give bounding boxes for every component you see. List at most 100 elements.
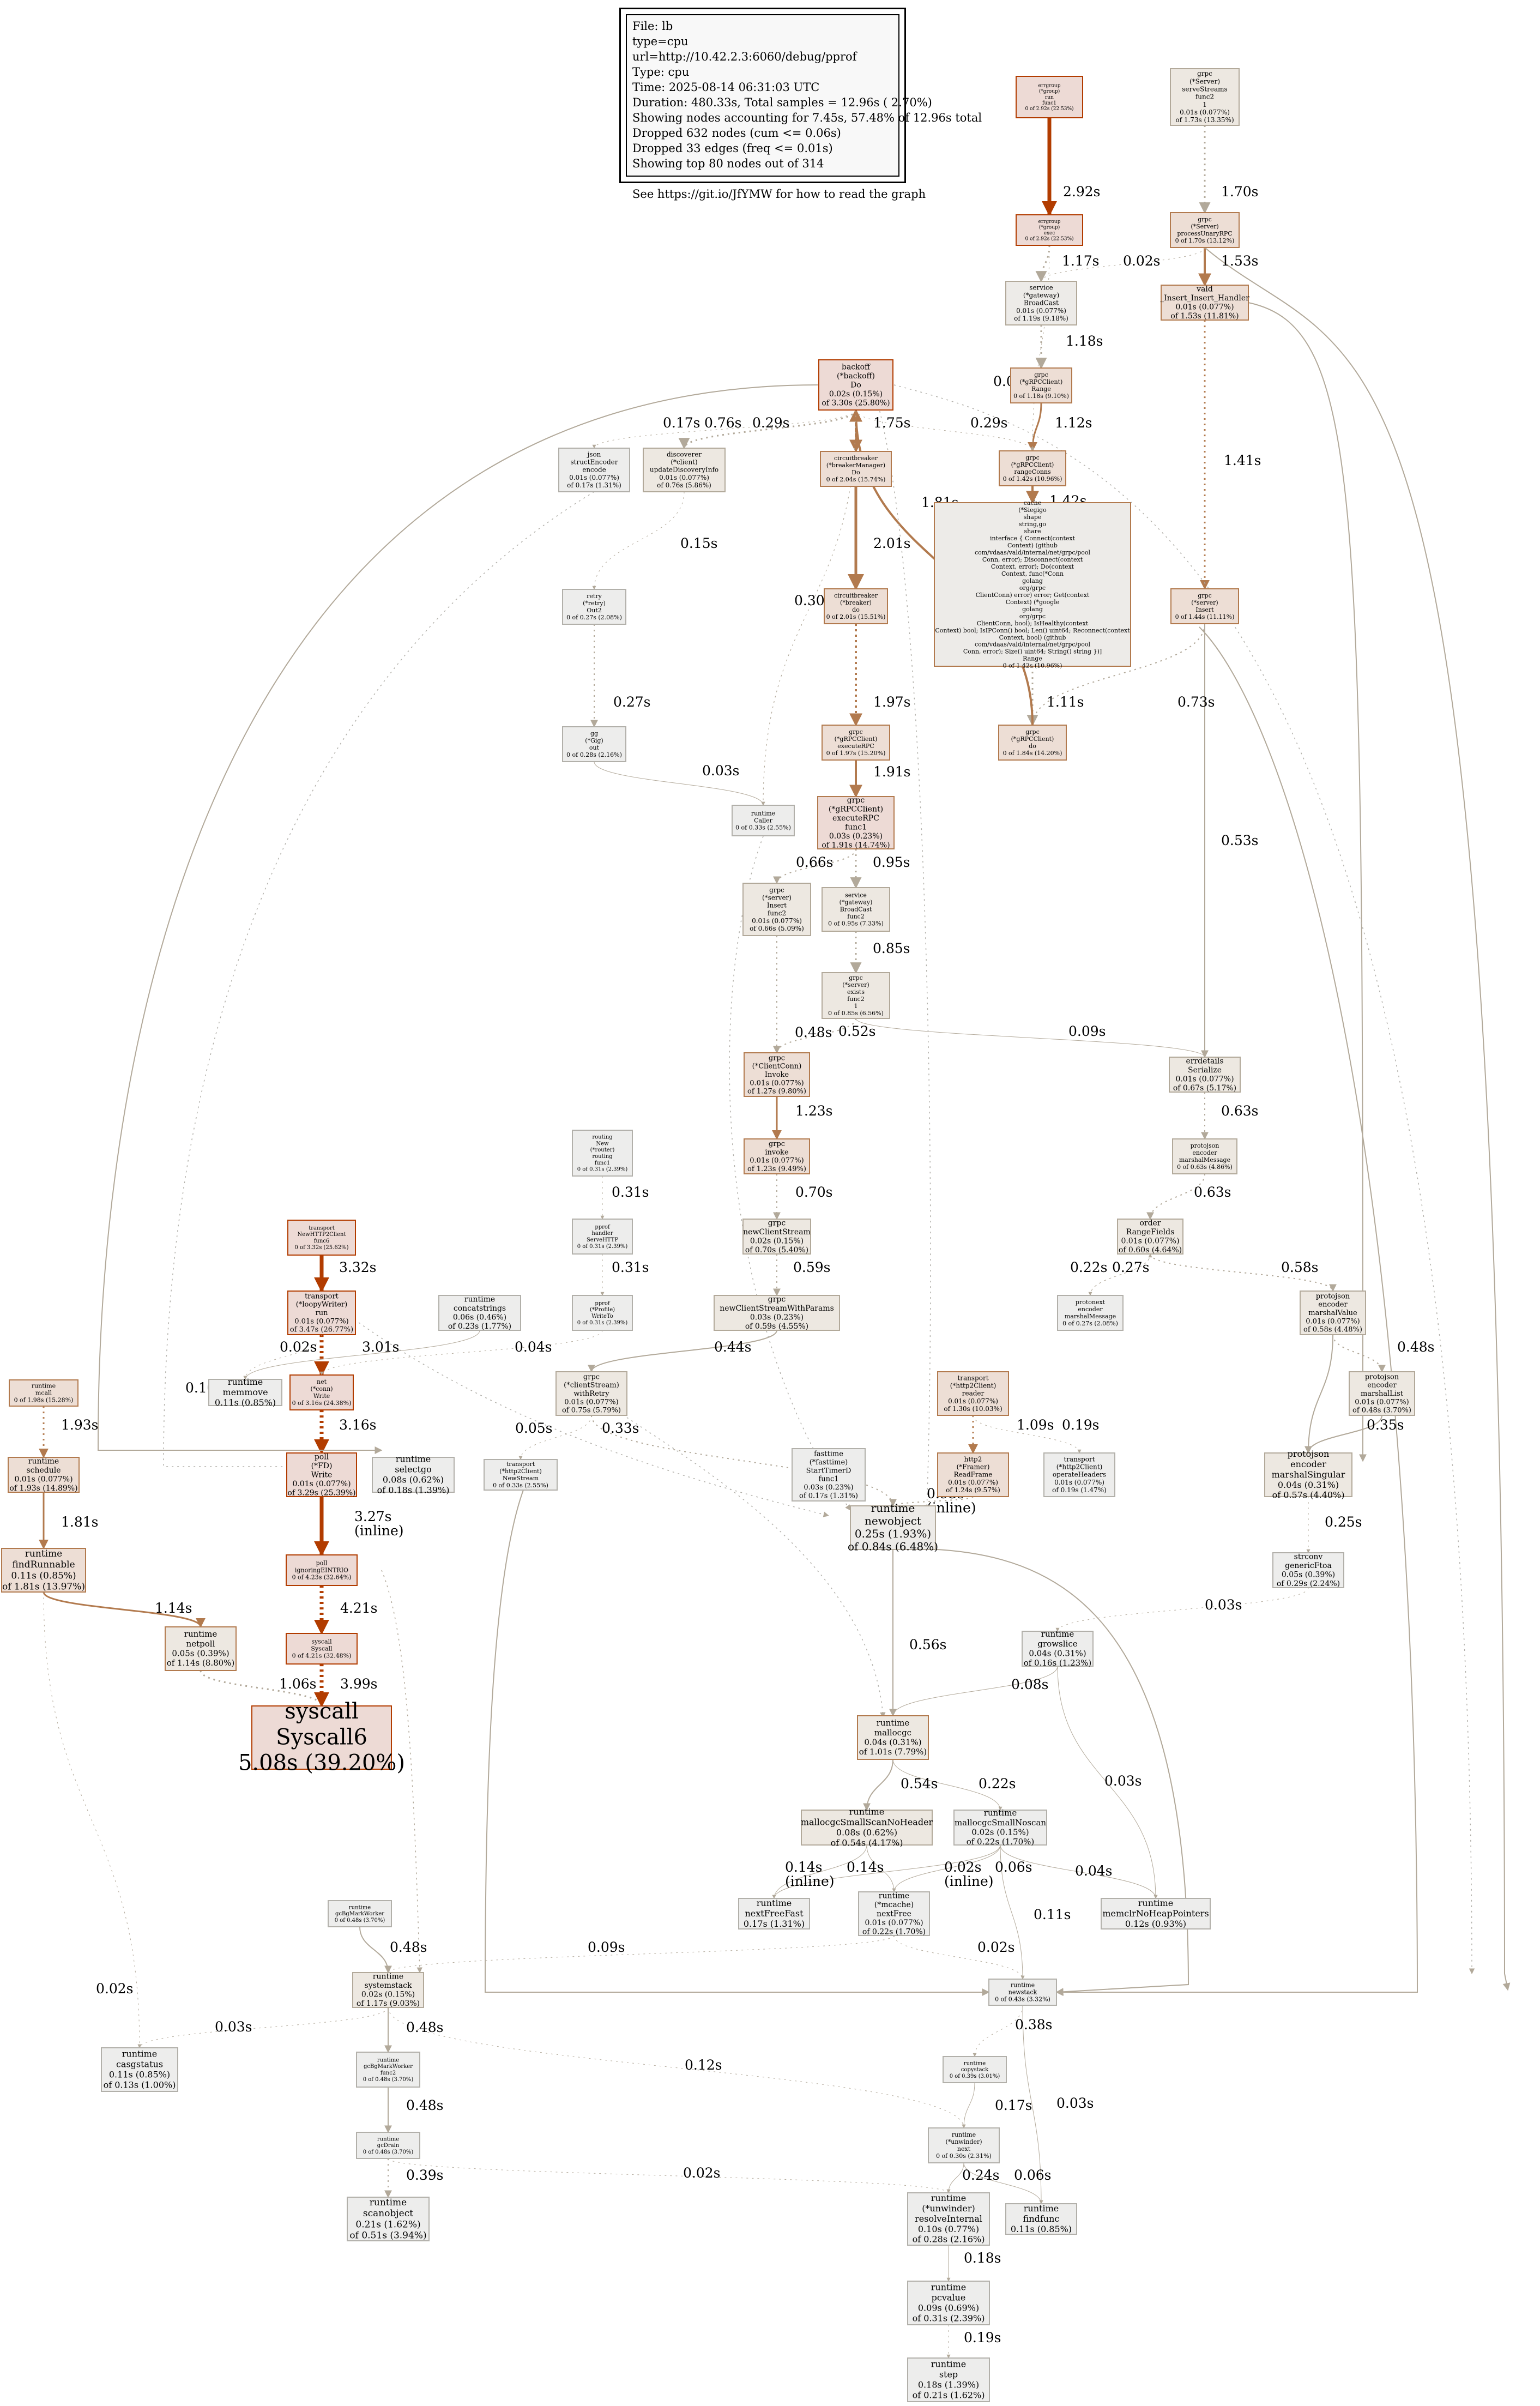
node-runtime-mallocgc[interactable]: runtime mallocgc 0.04s (0.31%) of 1.01s (7.… <box>857 1715 929 1760</box>
node-runtime-systemstack[interactable]: runtime systemstack 0.02s (0.15%) of 1.17s … <box>352 1972 424 2009</box>
node-grpc-insert-func2[interactable]: grpc (*server) Insert func2 0.01s (0.077%) of… <box>742 883 811 936</box>
node-transport-newHTTP2Client[interactable]: transport NewHTTP2Client func6 0 of 3.32s (… <box>287 1220 356 1256</box>
node-retry-out[interactable]: retry (*retry) Out2 0 of 0.27s (2.08%) <box>562 589 626 625</box>
node-box <box>907 2357 990 2402</box>
node-protojson-marshalValue[interactable]: protojson encoder marshalValue 0.01s (0.077… <box>1300 1291 1366 1335</box>
node-runtime-mallocgcSmallNoscan[interactable]: runtime mallocgcSmallNoscan 0.02s (0.15%) o… <box>953 1808 1047 1847</box>
node-order-rangeFields[interactable]: order RangeFields 0.01s (0.077%) of 0.60s (… <box>1117 1219 1183 1255</box>
node-runtime-netpoll[interactable]: runtime netpoll 0.05s (0.39%) of 1.14s (8.8… <box>165 1626 237 1671</box>
node-grpc-executeRPC-func1[interactable]: grpc (*gRPCClient) executeRPC func1 0.03s (0… <box>817 796 895 850</box>
node-cache-block[interactable]: cache (*Siegigo shape string,go share interfa… <box>934 499 1131 670</box>
node-grpc-server-insert[interactable]: grpc (*server) Insert 0 of 1.44s (11.11%) <box>1170 588 1239 624</box>
edge-label: 0.12s <box>685 2057 722 2073</box>
node-runtime-caller[interactable]: runtime Caller 0 of 0.33s (2.55%) <box>732 805 795 836</box>
node-runtime-pcvalue[interactable]: runtime pcvalue 0.09s (0.69%) of 0.31s (2.3… <box>907 2281 990 2325</box>
node-grpc-newClientStream[interactable]: grpc newClientStream 0.02s (0.15%) of 0.70s… <box>742 1219 811 1255</box>
node-runtime-gcBgMarkWorker-func2[interactable]: runtime gcBgMarkWorker func2 0 of 0.48s (3.… <box>356 2052 420 2088</box>
edge-label: 2.92s <box>1063 184 1101 200</box>
node-runtime-mcache-nextFree[interactable]: runtime (*mcache) nextFree 0.01s (0.077%) of… <box>858 1891 930 1936</box>
node-grpc-processUnaryRPC[interactable]: grpc (*Server) processUnaryRPC 0 of 1.70s (… <box>1170 212 1240 248</box>
node-box <box>1005 2203 1077 2235</box>
node-runtime-nextFreeFast[interactable]: runtime nextFreeFast 0.17s (1.31%) <box>738 1898 810 1929</box>
node-transport-operateHeaders[interactable]: transport (*http2Client) operateHeaders 0.0… <box>1043 1452 1115 1497</box>
node-errgroup-func1[interactable]: errgroup (*group) run func1 0 of 2.92s (22.5… <box>1016 76 1083 118</box>
node-poll-ignoringEINTRIO[interactable]: poll ignoringEINTRIO 0 of 4.23s (32.64%) <box>286 1554 358 1586</box>
edge-grpc_range-to-grpc_rangeConns <box>1028 402 1042 452</box>
node-routing-new[interactable]: routing New (*router) routing func1 0 of 0.31… <box>572 1130 633 1177</box>
node-runtime-memmove[interactable]: runtime memmove 0.11s (0.85%) <box>208 1377 282 1408</box>
node-grpc-serveStreams[interactable]: grpc (*Server) serveStreams func2 1 0.01s (0.… <box>1170 68 1240 126</box>
node-grpc-range[interactable]: grpc (*gRPCClient) Range 0 of 1.18s (9.10%) <box>1010 367 1072 403</box>
node-runtime-gcDrain[interactable]: runtime gcDrain 0 of 0.48s (3.70%) <box>356 2132 420 2159</box>
node-runtime-findRunnable[interactable]: runtime findRunnable 0.11s (0.85%) of 1.81s… <box>1 1548 86 1593</box>
node-backoff-do[interactable]: backoff (*backoff) Do 0.02s (0.15%) of 3.30s… <box>818 359 893 411</box>
node-runtime-gcBgMarkWorker[interactable]: runtime gcBgMarkWorker 0 of 0.48s (3.70%) <box>328 1900 392 1927</box>
edge-label: 0.53s <box>1221 833 1259 848</box>
node-protonext-marshal[interactable]: protonext encoder marshalMessage 0 of 0.27s… <box>1057 1295 1124 1331</box>
node-discoverer[interactable]: discoverer (*client) updateDiscoveryInfo 0.… <box>643 448 726 492</box>
node-runtime-selectgo[interactable]: runtime selectgo 0.08s (0.62%) of 0.18s (1.… <box>372 1454 455 1496</box>
node-transport-http2client-reader[interactable]: transport (*http2Client) reader 0.01s (0.07… <box>937 1371 1009 1416</box>
node-grpc-invoke-cc[interactable]: grpc (*ClientConn) Invoke 0.01s (0.077%) of … <box>744 1052 810 1097</box>
node-syscall-read[interactable]: syscall Syscall 0 of 4.21s (32.48%) <box>286 1633 358 1665</box>
node-runtime-casgstatus[interactable]: runtime casgstatus 0.11s (0.85%) of 0.13s (… <box>101 2047 178 2092</box>
node-errdetails-serialize[interactable]: errdetails Serialize 0.01s (0.077%) of 0.67… <box>1169 1057 1241 1093</box>
edge-routed <box>163 491 595 1470</box>
node-runtime-newstack[interactable]: runtime newstack 0 of 0.43s (3.32%) <box>988 1979 1057 2006</box>
node-grpc-server-exists[interactable]: grpc (*server) exists func2 1 0 of 0.85s (6.5… <box>822 972 890 1019</box>
node-protojson-marshalSingular[interactable]: protojson encoder marshalSingular 0.04s (0.… <box>1264 1449 1352 1500</box>
node-runtime-resolveInternal[interactable]: runtime (*unwinder) resolveInternal 0.10s (… <box>907 2192 990 2246</box>
node-grpc-invoke[interactable]: grpc invoke 0.01s (0.077%) of 1.23s (9.49%) <box>744 1138 810 1174</box>
node-box <box>792 1448 866 1502</box>
node-box <box>328 1900 392 1927</box>
node-grpc-rangeConns[interactable]: grpc (*gRPCClient) rangeConns 0 of 1.42s (1… <box>999 450 1066 486</box>
node-label: circuitbreaker (*breaker) do 0 of 2.01s (15… <box>826 592 886 620</box>
node-transport-newStream[interactable]: transport (*http2Client) NewStream 0 of 0.3… <box>484 1459 558 1491</box>
node-strconv-genericFtoa[interactable]: strconv genericFtoa 0.05s (0.39%) of 0.29s … <box>1272 1552 1344 1589</box>
node-vald-insert-handler[interactable]: vald _Insert_Insert_Handler 0.01s (0.077%)… <box>1160 285 1249 321</box>
node-runtime-unwinder-next[interactable]: runtime (*unwinder) next 0 of 0.30s (2.31%) <box>928 2127 1000 2163</box>
node-runtime-mallocgcSmallScan[interactable]: runtime mallocgcSmallScanNoHeader 0.08s (0… <box>801 1807 933 1848</box>
node-runtime-scanobject[interactable]: runtime scanobject 0.21s (1.62%) of 0.51s (… <box>347 2197 430 2241</box>
node-runtime-concatstrings[interactable]: runtime concatstrings 0.06s (0.46%) of 0.23… <box>438 1295 521 1331</box>
node-transport-loopyWriter[interactable]: transport (*loopyWriter) run 0.01s (0.077%)… <box>287 1291 356 1335</box>
node-grpc-withRetry[interactable]: grpc (*clientStream) withRetry 0.01s (0.077… <box>555 1371 627 1416</box>
node-runtime-step[interactable]: runtime step 0.18s (1.39%) of 0.21s (1.62%) <box>907 2357 990 2402</box>
edge-label: 0.15s <box>680 535 718 551</box>
node-protojson-marshalList[interactable]: protojson encoder marshalList 0.01s (0.077%… <box>1349 1371 1415 1416</box>
node-runtime-findfunc[interactable]: runtime findfunc 0.11s (0.85%) <box>1005 2203 1077 2235</box>
node-grpc-executeRPC[interactable]: grpc (*gRPCClient) executeRPC 0 of 1.97s (1… <box>822 725 890 761</box>
edge-label: 0.06s <box>995 1859 1032 1875</box>
node-pprof-profile-write[interactable]: pprof (*Profile) WriteTo 0 of 0.31s (2.39%) <box>572 1295 633 1331</box>
node-gg-out[interactable]: gg (*Gig) out 0 of 0.28s (2.16%) <box>562 726 626 762</box>
edge-grpc_processUnaryRPC-to-service_broadcast <box>1039 247 1205 282</box>
node-runtime-copystack[interactable]: runtime copystack 0 of 0.39s (3.01%) <box>943 2056 1007 2083</box>
node-json-encode[interactable]: json structEncoder encode 0.01s (0.077%) of … <box>558 448 630 492</box>
node-poll-fd-write[interactable]: poll (*FD) Write 0.01s (0.077%) of 3.29s (25… <box>286 1452 357 1497</box>
node-runtime-newobject[interactable]: runtime newobject 0.25s (1.93%) of 0.84s (6… <box>848 1502 938 1553</box>
edge-label: 0.48s <box>406 2019 444 2035</box>
node-fasttime-startTimerD[interactable]: fasttime (*fasttime) StartTimerD func1 0.03s… <box>792 1448 866 1502</box>
node-cb-manager-do[interactable]: circuitbreaker (*breakerManager) Do 0 of 2.… <box>820 451 892 487</box>
edge-runtime_findRunnable-to-runtime_netpoll <box>43 1591 206 1628</box>
node-runtime-memclr[interactable]: runtime memclrNoHeapPointers 0.12s (0.93%) <box>1101 1898 1211 1929</box>
node-box <box>988 1979 1057 2006</box>
node-service-broadcast[interactable]: service (*gateway) BroadCast 0.01s (0.077%)… <box>1005 281 1077 325</box>
node-box <box>287 1220 356 1256</box>
node-protojson-marshal[interactable]: protojson encoder marshalMessage 0 of 0.63s… <box>1172 1138 1237 1174</box>
node-label: runtime systemstack 0.02s (0.15%) of 1.17s … <box>357 1973 420 2009</box>
node-runtime-mcall[interactable]: runtime mcall 0 of 1.98s (15.28%) <box>9 1379 78 1407</box>
node-service-broadcast-func2[interactable]: service (*gateway) BroadCast func2 0 of 0.95… <box>822 887 890 932</box>
node-runtime-schedule[interactable]: runtime schedule 0.01s (0.077%) of 1.93s (1… <box>8 1457 80 1493</box>
node-net-conn-write[interactable]: net (*conn) Write 0 of 3.16s (24.38%) <box>289 1374 354 1410</box>
node-syscall-syscall6[interactable]: syscall Syscall6 5.08s (39.20%) <box>238 1699 405 1775</box>
node-errgroup-exec[interactable]: errgroup (*group) exec 0 of 2.92s (22.53%) <box>1016 214 1083 246</box>
node-label: grpc (*clientStream) withRetry 0.01s (0.077… <box>562 1373 621 1414</box>
node-http2-readFrame[interactable]: http2 (*Framer) ReadFrame 0.01s (0.077%) of … <box>937 1452 1009 1497</box>
edge-label: 3.32s <box>339 1259 377 1275</box>
node-pprof-handler[interactable]: pprof handler ServeHTTP 0 of 0.31s (2.39%) <box>572 1219 633 1255</box>
node-cb-breaker-do[interactable]: circuitbreaker (*breaker) do 0 of 2.01s (15… <box>824 588 888 624</box>
node-grpc-newCSWithParams[interactable]: grpc newClientStreamWithParams 0.03s (0.23… <box>714 1295 840 1331</box>
node-grpc-do[interactable]: grpc (*gRPCClient) do 0 of 1.84s (14.20%) <box>998 725 1067 761</box>
node-runtime-growslice[interactable]: runtime growslice 0.04s (0.31%) of 0.16s (1… <box>1022 1629 1094 1668</box>
